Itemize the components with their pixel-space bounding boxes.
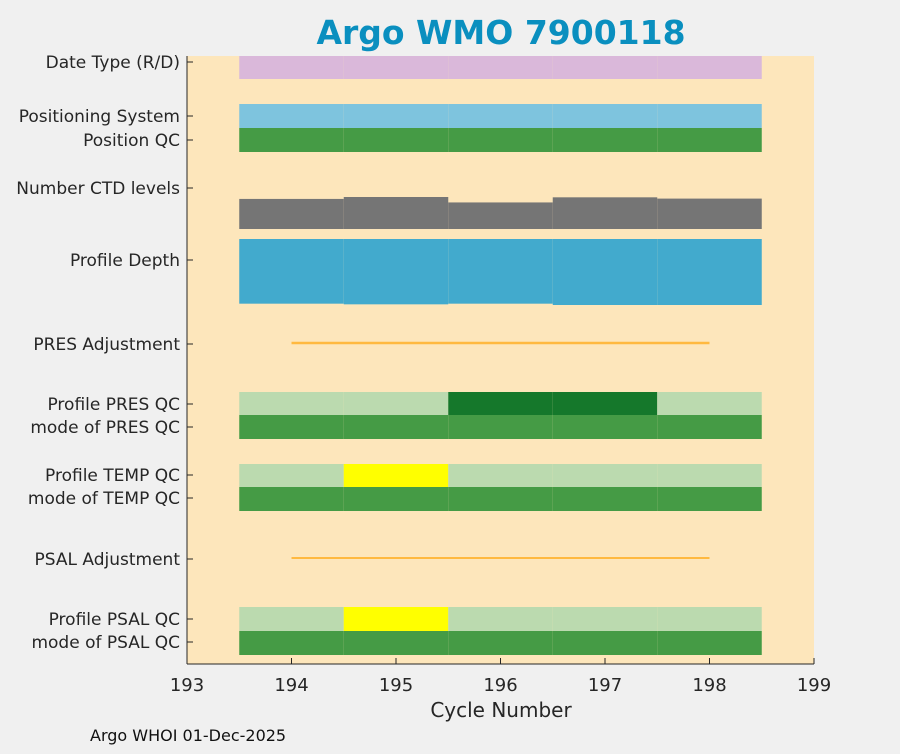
mode-psal-qc-bar <box>552 631 658 655</box>
profile-psal-qc-bar <box>343 607 449 631</box>
positioning-system-bar <box>239 104 344 128</box>
mode-pres-qc-bar <box>552 415 658 439</box>
mode-psal-qc-bar <box>343 631 449 655</box>
position-qc-bar <box>239 128 344 152</box>
date-type-bar <box>552 56 658 79</box>
positioning-system-bar <box>657 104 762 128</box>
profile-psal-qc-bar <box>552 607 658 631</box>
profile-psal-qc-bar <box>448 607 553 631</box>
profile-pres-qc-bar <box>343 392 449 415</box>
profile-temp-qc-bar <box>552 464 658 487</box>
ctd-levels-bar <box>239 198 344 229</box>
ctd-levels-bar <box>448 202 553 229</box>
row-label: Position QC <box>83 131 180 151</box>
positioning-system-bar <box>343 104 449 128</box>
row-label: PSAL Adjustment <box>35 550 181 570</box>
date-type-bar <box>343 56 449 79</box>
profile-temp-qc-bar <box>657 464 762 487</box>
position-qc-bar <box>552 128 658 152</box>
row-label: mode of PRES QC <box>30 418 180 438</box>
row-label: mode of PSAL QC <box>31 633 180 653</box>
positioning-system-bar <box>552 104 658 128</box>
row-label: Positioning System <box>19 107 180 127</box>
row-label: Profile TEMP QC <box>45 466 180 486</box>
profile-depth-bar <box>552 239 658 305</box>
x-tick-label: 197 <box>588 675 622 696</box>
row-label: Profile Depth <box>70 251 180 271</box>
profile-depth-bar <box>657 239 762 305</box>
mode-psal-qc-bar <box>239 631 344 655</box>
mode-temp-qc-bar <box>657 487 762 511</box>
row-label: PRES Adjustment <box>33 335 180 355</box>
position-qc-bar <box>343 128 449 152</box>
chart-title: Argo WMO 7900118 <box>316 13 685 52</box>
mode-temp-qc-bar <box>239 487 344 511</box>
x-axis-label: Cycle Number <box>430 698 572 722</box>
x-tick-label: 199 <box>797 675 831 696</box>
ctd-levels-bar <box>343 197 449 229</box>
positioning-system-bar <box>448 104 553 128</box>
x-tick-label: 194 <box>274 675 308 696</box>
profile-temp-qc-bar <box>239 464 344 487</box>
mode-pres-qc-bar <box>448 415 553 439</box>
profile-pres-qc-bar <box>657 392 762 415</box>
profile-depth-bar <box>239 239 344 304</box>
mode-psal-qc-bar <box>657 631 762 655</box>
date-type-bar <box>657 56 762 79</box>
date-type-bar <box>239 56 344 79</box>
data-marks <box>239 56 762 655</box>
row-labels: Date Type (R/D) Positioning System Positio… <box>16 53 193 653</box>
date-type-bar <box>448 56 553 79</box>
ctd-levels-bar <box>657 198 762 229</box>
x-ticks: 193 194 195 196 197 198 199 <box>170 658 831 696</box>
profile-temp-qc-bar <box>343 464 449 487</box>
mode-pres-qc-bar <box>343 415 449 439</box>
row-label: Profile PRES QC <box>47 395 180 415</box>
profile-psal-qc-bar <box>239 607 344 631</box>
row-label: Number CTD levels <box>16 179 180 199</box>
row-label: Profile PSAL QC <box>49 610 180 630</box>
x-tick-label: 195 <box>379 675 413 696</box>
profile-pres-qc-bar <box>448 392 553 415</box>
profile-depth-bar <box>448 239 553 304</box>
mode-psal-qc-bar <box>448 631 553 655</box>
x-tick-label: 198 <box>692 675 726 696</box>
mode-pres-qc-bar <box>657 415 762 439</box>
footer-credit: Argo WHOI 01-Dec-2025 <box>90 726 286 745</box>
ctd-levels-bar <box>552 197 658 229</box>
profile-depth-bar <box>343 239 449 305</box>
plot-area <box>187 56 814 664</box>
profile-pres-qc-bar <box>552 392 658 415</box>
profile-pres-qc-bar <box>239 392 344 415</box>
mode-temp-qc-bar <box>552 487 658 511</box>
profile-psal-qc-bar <box>657 607 762 631</box>
mode-temp-qc-bar <box>448 487 553 511</box>
row-label: mode of TEMP QC <box>28 489 180 509</box>
row-label: Date Type (R/D) <box>46 53 180 73</box>
mode-temp-qc-bar <box>343 487 449 511</box>
mode-pres-qc-bar <box>239 415 344 439</box>
profile-temp-qc-bar <box>448 464 553 487</box>
position-qc-bar <box>657 128 762 152</box>
position-qc-bar <box>448 128 553 152</box>
x-tick-label: 193 <box>170 675 204 696</box>
x-tick-label: 196 <box>483 675 517 696</box>
